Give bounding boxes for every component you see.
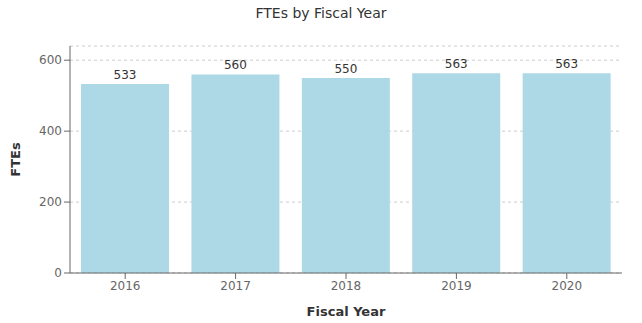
svg-text:2018: 2018 xyxy=(331,279,362,293)
svg-text:2020: 2020 xyxy=(552,279,583,293)
svg-text:560: 560 xyxy=(224,58,247,72)
svg-text:2017: 2017 xyxy=(220,279,251,293)
svg-text:0: 0 xyxy=(54,266,62,280)
svg-text:Fiscal Year: Fiscal Year xyxy=(307,304,386,319)
svg-text:563: 563 xyxy=(555,57,578,71)
svg-text:563: 563 xyxy=(445,57,468,71)
svg-text:400: 400 xyxy=(39,124,62,138)
svg-text:550: 550 xyxy=(334,62,357,76)
svg-text:2016: 2016 xyxy=(110,279,141,293)
svg-text:600: 600 xyxy=(39,53,62,67)
svg-text:FTEs: FTEs xyxy=(8,142,23,177)
html-text:FTEs by Fiscal Year: FTEs by Fiscal Year xyxy=(255,5,387,21)
svg-text:200: 200 xyxy=(39,195,62,209)
svg-text:2019: 2019 xyxy=(441,279,472,293)
svg-text:533: 533 xyxy=(114,68,137,82)
